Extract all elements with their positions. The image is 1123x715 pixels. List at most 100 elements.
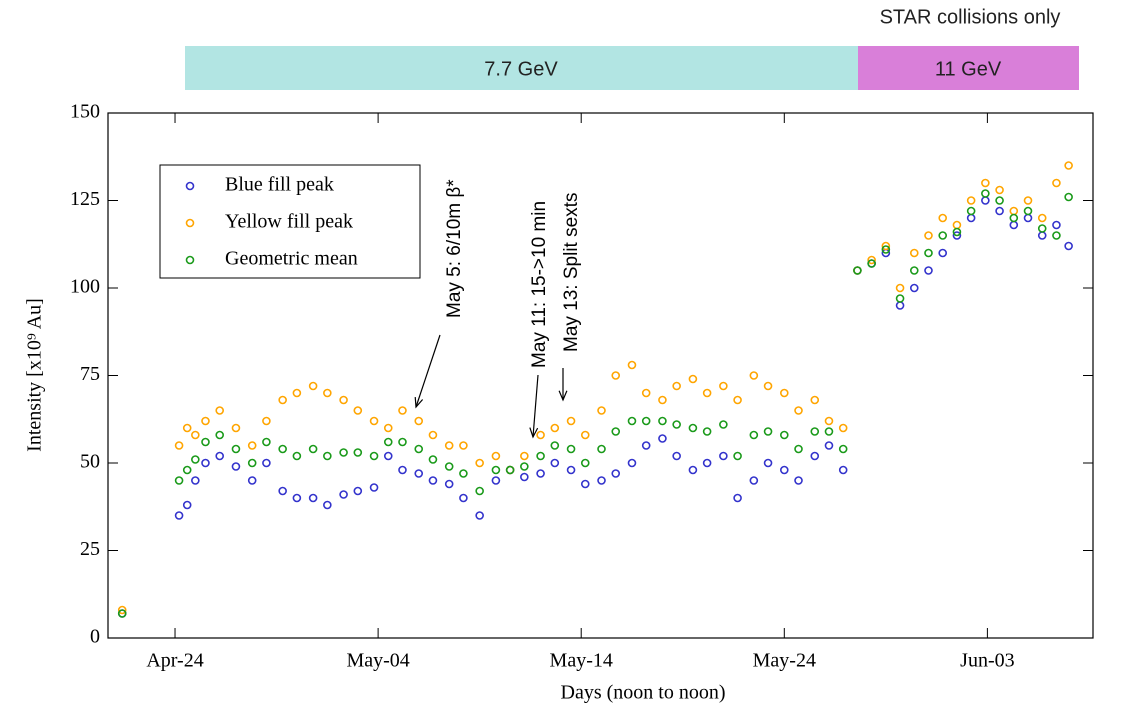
point (924, 248, 933, 258)
point (981, 178, 990, 188)
point (308, 493, 318, 503)
point (428, 430, 438, 440)
point (505, 465, 515, 475)
point (292, 493, 302, 503)
point (938, 248, 948, 258)
point (278, 395, 287, 405)
point (1064, 241, 1073, 251)
point (398, 437, 407, 447)
point (383, 451, 393, 461)
point (580, 430, 590, 440)
legend-label: Geometric mean (225, 248, 358, 270)
legend-box (159, 164, 421, 279)
point (719, 451, 728, 461)
point (231, 444, 241, 454)
point (763, 458, 773, 468)
point (459, 469, 468, 478)
point (459, 441, 468, 450)
legend-marker (185, 181, 195, 191)
point (658, 416, 667, 426)
point (838, 444, 848, 454)
point (838, 423, 848, 433)
point (292, 451, 302, 461)
x-axis-label: Days (noon to noon) (561, 682, 726, 704)
point (966, 196, 976, 205)
point (995, 185, 1004, 195)
point (369, 483, 379, 492)
point (794, 444, 803, 454)
point (323, 388, 332, 398)
point (966, 213, 976, 223)
point (909, 248, 919, 258)
point (981, 196, 990, 205)
point (749, 430, 759, 440)
point (491, 451, 501, 461)
point (719, 420, 728, 429)
point (1023, 213, 1033, 223)
point (779, 430, 789, 440)
point (658, 434, 667, 443)
point (1023, 196, 1033, 205)
point (580, 479, 590, 489)
point (323, 500, 332, 510)
y-tick-label: 50 (80, 451, 100, 473)
point (779, 465, 789, 475)
point (491, 465, 501, 475)
point (247, 458, 257, 468)
point (702, 427, 712, 436)
point (475, 511, 484, 520)
point (1052, 220, 1061, 230)
point (688, 374, 698, 384)
point (733, 395, 742, 405)
point (810, 427, 820, 436)
point (201, 437, 210, 447)
point (733, 451, 742, 461)
point (491, 476, 501, 485)
point (566, 444, 576, 454)
point (247, 476, 257, 485)
point (938, 213, 948, 223)
x-tick-label: May-14 (550, 650, 613, 672)
point (444, 479, 454, 489)
point (611, 469, 621, 478)
point (191, 476, 200, 485)
point (278, 444, 287, 454)
annotation: May 11: 15->10 min (529, 201, 550, 368)
point (952, 220, 962, 230)
point (895, 301, 905, 310)
band-label: 7.7 GeV (484, 58, 558, 80)
point (536, 469, 545, 478)
point (952, 231, 962, 240)
point (215, 406, 225, 415)
point (520, 472, 529, 482)
point (810, 395, 820, 405)
point (672, 381, 681, 391)
y-tick-label: 0 (90, 626, 100, 648)
point (794, 406, 803, 415)
point (278, 486, 287, 496)
y-axis-label: Intensity [x10⁹ Au] (24, 298, 46, 452)
point (627, 360, 637, 370)
point (658, 395, 667, 405)
y-tick-label: 25 (80, 538, 100, 560)
annotation: May 13: Split sexts (561, 193, 582, 352)
point (247, 441, 257, 450)
point (292, 388, 302, 398)
x-tick-label: Jun-03 (960, 650, 1014, 672)
point (1064, 161, 1073, 170)
point (909, 283, 919, 293)
point (824, 416, 834, 426)
point (641, 441, 651, 450)
point (597, 476, 606, 485)
arrow-head (558, 390, 568, 402)
point (182, 465, 192, 475)
point (444, 441, 454, 450)
band-box (185, 46, 858, 90)
y-tick-label: 100 (70, 276, 100, 298)
legend-marker (185, 218, 195, 228)
point (702, 388, 712, 398)
point (1037, 231, 1047, 240)
point (414, 469, 424, 478)
point (938, 231, 948, 240)
